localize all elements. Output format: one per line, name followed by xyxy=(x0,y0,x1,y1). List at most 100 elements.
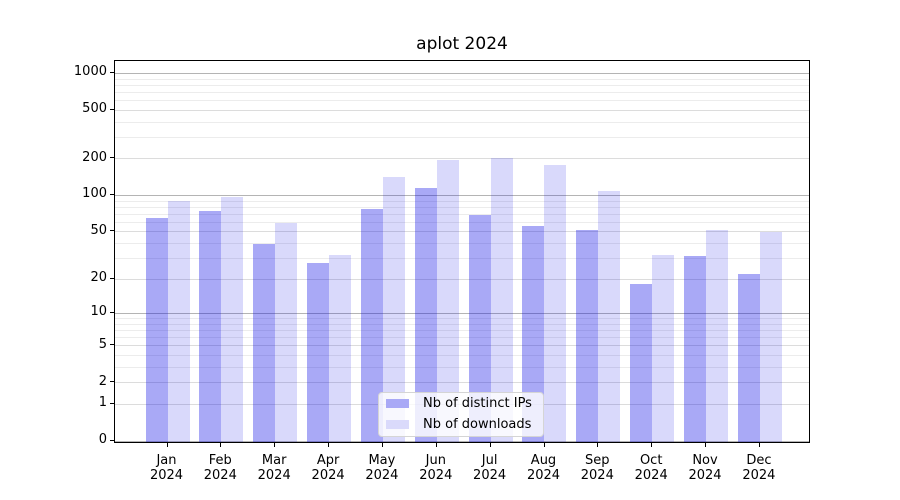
x-tick-label-month-nov: Nov xyxy=(692,453,718,468)
gridline xyxy=(115,323,809,325)
gridline xyxy=(115,200,809,202)
gridline xyxy=(115,206,809,208)
bar-oct-downloads xyxy=(652,254,675,442)
x-tick-label-month-feb: Feb xyxy=(208,453,232,468)
x-tick-mark xyxy=(543,443,545,447)
y-tick-mark xyxy=(110,381,114,383)
bar-jan-downloads xyxy=(167,201,190,442)
legend-swatch-downloads xyxy=(386,420,409,429)
x-tick-mark xyxy=(381,443,383,447)
gridline xyxy=(115,242,809,244)
x-tick-mark xyxy=(489,443,491,447)
chart-title: aplot 2024 xyxy=(416,34,508,54)
x-tick-label-month-may: May xyxy=(368,453,396,468)
bar-oct-distinct-ips xyxy=(630,283,653,442)
x-tick-mark xyxy=(597,443,599,447)
gridlines-layer xyxy=(115,61,809,442)
x-tick-mark xyxy=(274,443,276,447)
x-tick-mark xyxy=(705,443,706,447)
x-tick-label-month-apr: Apr xyxy=(316,453,340,468)
gridline xyxy=(115,337,809,338)
x-tick-mark xyxy=(220,443,222,447)
gridline xyxy=(115,91,809,93)
gridline xyxy=(115,318,809,319)
y-tick-label-0: 0 xyxy=(98,432,107,447)
plot-area xyxy=(114,60,810,443)
x-tick-label-month-mar: Mar xyxy=(261,453,287,468)
bar-dec-downloads xyxy=(759,232,782,442)
y-tick-mark xyxy=(110,311,114,313)
y-tick-mark xyxy=(110,157,114,159)
y-tick-label-100: 100 xyxy=(82,186,107,202)
legend-swatch-distinct-ips xyxy=(386,399,409,408)
gridline xyxy=(115,121,809,123)
y-tick-label-1000: 1000 xyxy=(73,64,107,80)
bars-layer xyxy=(115,61,809,442)
x-tick-label-month-jan: Jan xyxy=(156,453,177,468)
gridline xyxy=(115,440,809,442)
bar-sep-distinct-ips xyxy=(576,230,599,442)
y-tick-label-20: 20 xyxy=(90,270,107,286)
x-tick-label-year: 2024 xyxy=(688,468,722,483)
gridline xyxy=(115,345,809,347)
bar-apr-distinct-ips xyxy=(307,263,330,442)
x-tick-label-month-oct: Oct xyxy=(639,453,663,468)
y-tick-mark xyxy=(110,194,114,195)
bar-mar-distinct-ips xyxy=(253,244,276,442)
gridline xyxy=(115,84,809,86)
gridline xyxy=(115,100,809,102)
bar-jan-distinct-ips xyxy=(145,217,168,442)
gridline xyxy=(115,213,809,215)
bar-may-distinct-ips xyxy=(360,209,383,442)
gridline xyxy=(115,72,809,74)
gridline xyxy=(115,257,809,259)
gridline xyxy=(115,221,809,223)
gridline xyxy=(115,158,809,160)
x-tick-mark xyxy=(758,443,760,447)
x-tick-label-year: 2024 xyxy=(742,468,776,483)
bar-nov-distinct-ips xyxy=(684,256,706,442)
gridline xyxy=(115,312,809,314)
x-tick-label-year: 2024 xyxy=(526,468,561,483)
gridline xyxy=(115,231,809,233)
x-tick-label-month-jun: Jun xyxy=(425,453,446,468)
y-tick-label-200: 200 xyxy=(82,149,107,165)
bar-jun-distinct-ips xyxy=(414,188,437,442)
y-tick-label-10: 10 xyxy=(90,304,107,320)
bar-jul-distinct-ips xyxy=(468,214,491,442)
y-tick-label-1: 1 xyxy=(98,395,107,411)
x-tick-label-month-aug: Aug xyxy=(530,453,557,468)
legend-label-distinct-ips: Nb of distinct IPs xyxy=(423,396,532,411)
y-tick-mark xyxy=(110,344,114,346)
y-tick-label-500: 500 xyxy=(82,101,107,117)
legend-label-downloads: Nb of downloads xyxy=(423,417,532,432)
y-tick-mark xyxy=(110,108,114,110)
y-tick-label-5: 5 xyxy=(98,336,107,352)
x-tick-label-year: 2024 xyxy=(311,468,345,483)
bar-aug-distinct-ips xyxy=(522,226,545,442)
bar-feb-distinct-ips xyxy=(199,210,222,442)
gridline xyxy=(115,278,809,280)
x-tick-mark xyxy=(651,443,653,447)
gridline xyxy=(115,195,809,196)
x-tick-label-month-dec: Dec xyxy=(746,453,772,468)
bar-feb-downloads xyxy=(221,197,244,442)
bar-dec-distinct-ips xyxy=(737,273,760,442)
y-tick-mark xyxy=(110,71,114,73)
y-tick-mark xyxy=(110,402,114,404)
x-tick-label-year: 2024 xyxy=(365,468,399,483)
y-tick-label-2: 2 xyxy=(98,373,107,389)
bar-nov-downloads xyxy=(706,230,728,442)
y-tick-mark xyxy=(110,277,114,279)
x-tick-label-year: 2024 xyxy=(149,468,184,483)
x-tick-label-year: 2024 xyxy=(634,468,668,483)
x-tick-mark xyxy=(328,443,330,447)
y-tick-mark xyxy=(110,230,114,232)
x-tick-label-year: 2024 xyxy=(580,468,614,483)
y-tick-label-50: 50 xyxy=(90,222,107,238)
bar-jul-downloads xyxy=(490,157,513,442)
gridline xyxy=(115,329,809,331)
gridline xyxy=(115,78,809,80)
bar-sep-downloads xyxy=(598,191,621,442)
